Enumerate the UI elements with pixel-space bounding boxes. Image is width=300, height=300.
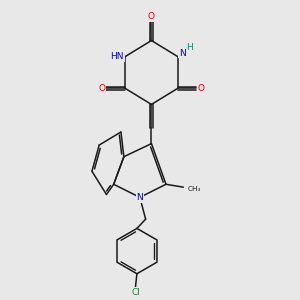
Text: Cl: Cl: [131, 288, 140, 297]
Text: O: O: [148, 12, 155, 21]
Text: O: O: [98, 84, 105, 93]
Text: CH₃: CH₃: [188, 186, 201, 192]
Text: H: H: [186, 43, 193, 52]
Text: N: N: [136, 193, 143, 202]
Text: O: O: [198, 84, 205, 93]
Text: HN: HN: [110, 52, 124, 61]
Text: N: N: [179, 49, 186, 58]
